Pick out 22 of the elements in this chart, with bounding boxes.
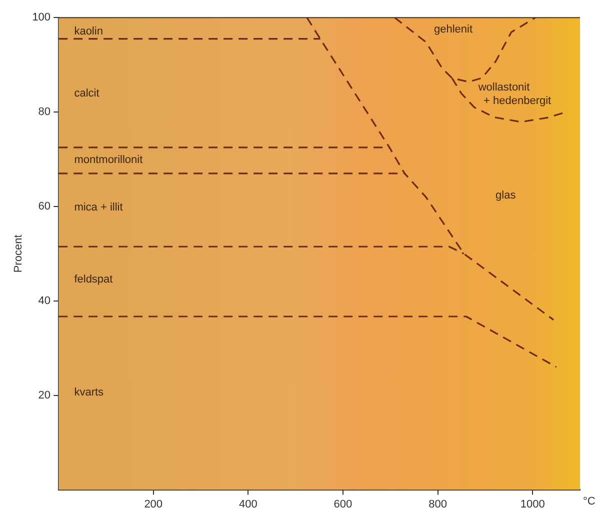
annotation: glas bbox=[496, 190, 516, 202]
y-tick-label: 40 bbox=[38, 294, 51, 307]
annotation: + hedenbergit bbox=[484, 95, 552, 108]
x-tick-label: 600 bbox=[334, 498, 352, 510]
annotation: kaolin bbox=[74, 25, 103, 38]
y-tick-label: 20 bbox=[38, 389, 51, 402]
annotation: mica + illit bbox=[74, 201, 123, 214]
annotation: montmorillonit bbox=[74, 154, 143, 166]
x-axis-title: °C bbox=[583, 495, 596, 508]
annotation: feldspat bbox=[74, 274, 113, 286]
annotation: gehlenit bbox=[434, 23, 473, 36]
annotation: calcit bbox=[74, 88, 100, 100]
y-axis-title: Procent bbox=[12, 234, 25, 273]
y-tick-label: 100 bbox=[32, 12, 51, 24]
annotation: wollastonit bbox=[477, 82, 530, 94]
y-tick-label: 80 bbox=[38, 106, 51, 118]
y-tick-label: 60 bbox=[38, 200, 51, 213]
x-tick-label: 400 bbox=[238, 498, 258, 510]
x-tick-label: 200 bbox=[144, 498, 163, 510]
annotation: kvarts bbox=[74, 386, 104, 399]
x-tick-label: 1000 bbox=[520, 498, 545, 510]
x-tick-label: 800 bbox=[428, 498, 447, 510]
